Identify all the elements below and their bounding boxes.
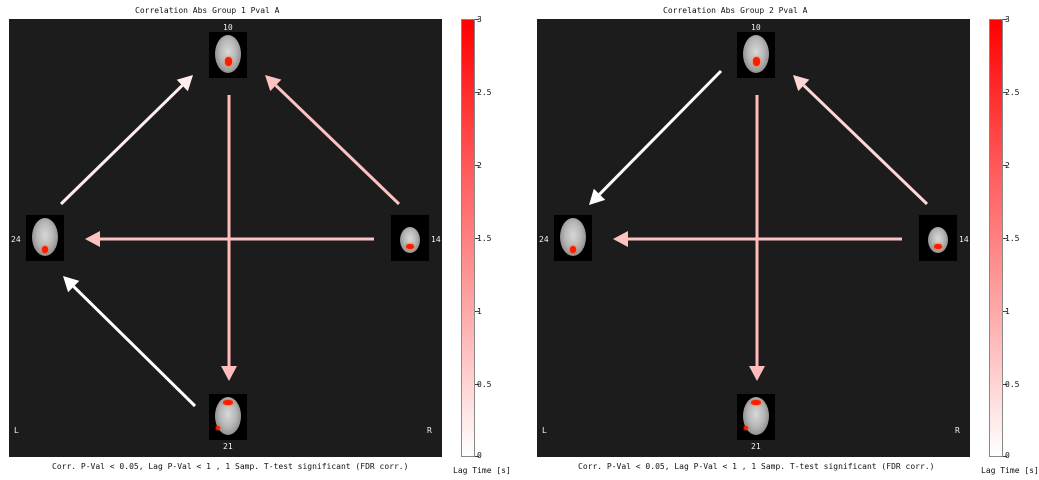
arrowhead-10-to-21	[749, 366, 765, 381]
node-label: 10	[751, 23, 761, 32]
colorbar-tick: 0	[1005, 451, 1010, 460]
node-24[interactable]	[26, 215, 64, 261]
edge-24-to-10	[59, 84, 184, 206]
edges-layer	[59, 75, 401, 408]
left-side-marker: L	[14, 426, 19, 435]
right-side-marker: R	[955, 426, 960, 435]
edge-21-to-24	[72, 285, 197, 408]
right-side-marker: R	[427, 426, 432, 435]
colorbar-label: Lag Time [s]	[453, 466, 511, 475]
edge-14-to-10	[802, 84, 929, 206]
node-10[interactable]	[209, 32, 247, 78]
panel-title: Correlation Abs Group 1 Pval A	[135, 6, 280, 15]
colorbar-tick: 3	[1005, 15, 1010, 24]
node-10[interactable]	[737, 32, 775, 78]
colorbar-tick: 3	[477, 15, 482, 24]
arrowhead-14-to-24	[85, 231, 100, 247]
panel-footer: Corr. P-Val < 0.05, Lag P-Val < 1 , 1 Sa…	[578, 462, 935, 471]
colorbar-tick: 2.5	[1005, 88, 1020, 97]
arrowhead-14-to-10	[793, 75, 810, 92]
connectivity-graph: 10 24 14 21 L R	[9, 19, 442, 457]
colorbar-tick: 1	[1005, 307, 1010, 316]
edge-10-to-24	[598, 69, 723, 196]
node-21[interactable]	[737, 394, 775, 440]
connectivity-graph: 10 24 14 21 L R	[537, 19, 970, 457]
node-14[interactable]	[391, 215, 429, 261]
arrowhead-24-to-10	[176, 75, 193, 92]
brain-slice-image	[400, 227, 420, 253]
node-label: 14	[431, 235, 441, 244]
panel-title: Correlation Abs Group 2 Pval A	[663, 6, 808, 15]
brain-slice-image	[215, 35, 241, 73]
left-side-marker: L	[542, 426, 547, 435]
colorbar-gradient	[989, 19, 1003, 457]
node-label: 10	[223, 23, 233, 32]
arrowhead-14-to-24	[613, 231, 628, 247]
colorbar-tick: 2	[1005, 161, 1010, 170]
colorbar-tick: 1	[477, 307, 482, 316]
colorbar-tick: 1.5	[477, 234, 492, 243]
edges-layer	[589, 69, 929, 381]
node-label: 21	[751, 442, 761, 451]
colorbar-tick: 0.5	[477, 380, 492, 389]
node-label: 24	[11, 235, 21, 244]
node-24[interactable]	[554, 215, 592, 261]
node-label: 14	[959, 235, 969, 244]
brain-slice-image	[928, 227, 948, 253]
colorbar-tick: 0	[477, 451, 482, 460]
arrowhead-10-to-21	[221, 366, 237, 381]
arrowhead-10-to-24	[589, 188, 606, 205]
colorbar-tick: 0.5	[1005, 380, 1020, 389]
colorbar-tick: 1.5	[1005, 234, 1020, 243]
colorbar-tick: 2	[477, 161, 482, 170]
arrowhead-14-to-10	[265, 75, 282, 92]
panel-footer: Corr. P-Val < 0.05, Lag P-Val < 1 , 1 Sa…	[52, 462, 409, 471]
node-14[interactable]	[919, 215, 957, 261]
colorbar-tick: 2.5	[477, 88, 492, 97]
node-label: 21	[223, 442, 233, 451]
node-21[interactable]	[209, 394, 247, 440]
brain-slice-image	[743, 35, 769, 73]
arrowhead-21-to-24	[63, 276, 80, 293]
node-label: 24	[539, 235, 549, 244]
edge-14-to-10	[274, 84, 401, 206]
colorbar-label: Lag Time [s]	[981, 466, 1039, 475]
colorbar-gradient	[461, 19, 475, 457]
